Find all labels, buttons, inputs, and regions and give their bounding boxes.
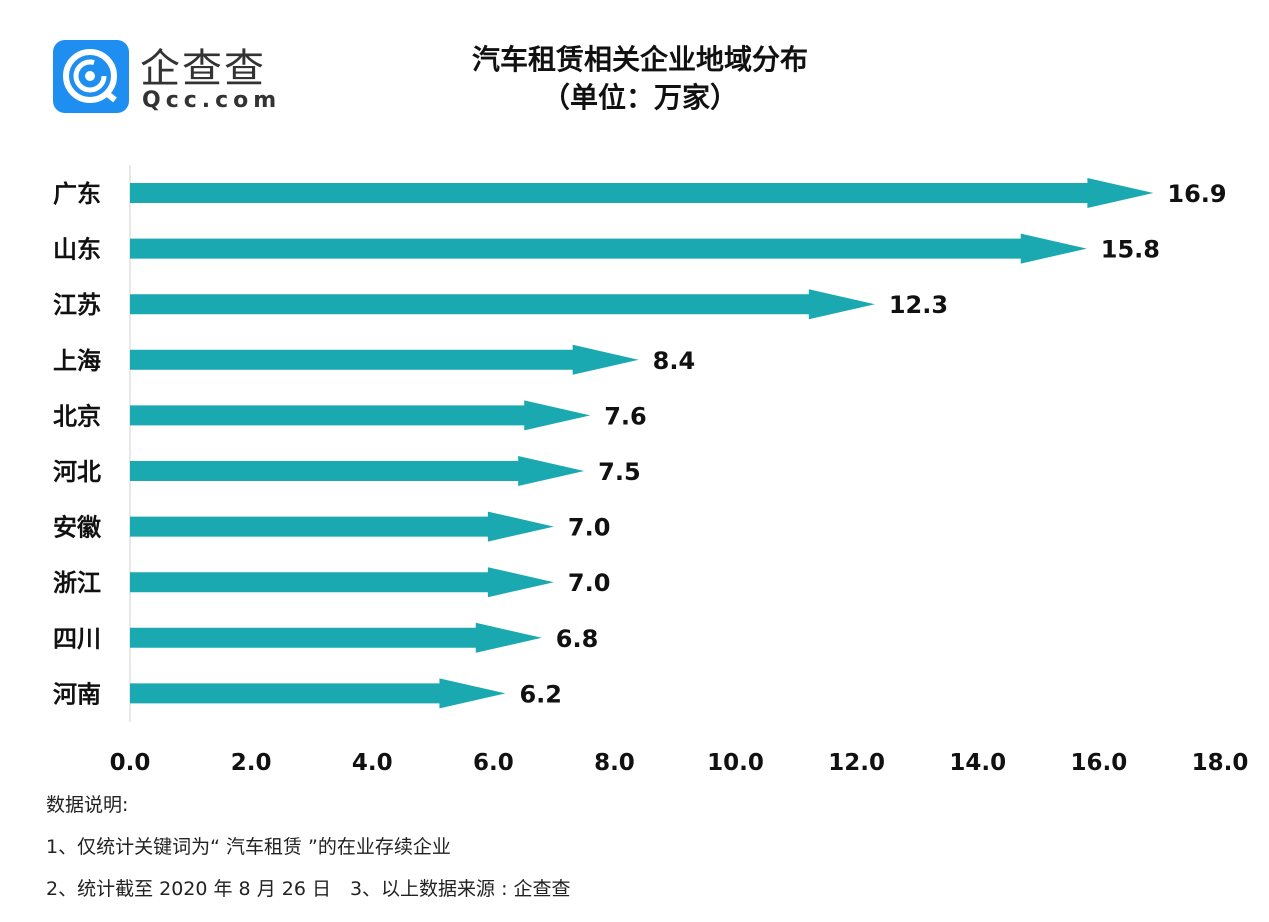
category-label: 山东 [53,236,101,264]
bar-arrow [130,567,554,598]
category-label: 北京 [53,402,101,430]
category-label: 浙江 [53,569,101,597]
bar-arrow [130,622,542,653]
category-label: 广东 [53,180,101,208]
category-label: 河南 [53,680,101,708]
x-tick-label: 10.0 [707,750,764,776]
chart-subtitle: （单位：万家） [541,81,738,114]
bar-arrow [130,178,1154,208]
x-tick-label: 16.0 [1071,750,1128,776]
x-tick-label: 14.0 [949,750,1006,776]
bar-arrow [130,289,875,320]
category-label: 安徽 [53,514,102,542]
x-tick-label: 6.0 [473,750,514,776]
chart-title: 汽车租赁相关企业地域分布 [471,43,808,76]
value-label: 6.8 [556,625,599,653]
qcc-logo-icon [53,40,129,113]
value-label: 7.6 [604,402,647,430]
value-label: 15.8 [1101,236,1160,264]
value-label: 7.0 [568,514,611,542]
value-label: 12.3 [889,291,948,319]
value-label: 7.5 [598,458,641,486]
value-label: 8.4 [653,347,696,375]
note-line-2: 2、统计截至 2020 年 8 月 26 日 3、以上数据来源 : 企查查 [46,878,571,900]
x-tick-label: 8.0 [594,750,635,776]
logo-text-cn: 企查查 [140,46,266,92]
x-tick-label: 18.0 [1192,750,1249,776]
x-tick-label: 0.0 [110,750,151,776]
bar-chart: 广东 16.9 山东 15.8 江苏 12.3 上海 8.4 北京 7.6 河北 7.5 安徽 7.0 浙江… [53,165,1249,776]
bar-arrow [130,233,1087,264]
value-label: 7.0 [568,569,611,597]
value-label: 16.9 [1167,180,1226,208]
category-label: 河北 [53,458,101,486]
bar-arrow [130,678,506,709]
note-line-1: 1、仅统计关键词为“ 汽车租赁 ”的在业存续企业 [46,836,451,858]
category-label: 江苏 [53,291,101,319]
bar-arrow [130,400,591,431]
category-label: 四川 [53,625,101,653]
x-tick-label: 2.0 [231,750,272,776]
notes-heading: 数据说明: [46,794,129,816]
x-tick-label: 12.0 [828,750,885,776]
category-label: 上海 [53,347,101,375]
bar-arrow [130,511,554,542]
value-label: 6.2 [519,680,562,708]
logo-text-en: Qcc.com [142,88,282,113]
bar-arrow [130,344,639,375]
bar-arrow [130,456,585,486]
x-tick-label: 4.0 [352,750,393,776]
